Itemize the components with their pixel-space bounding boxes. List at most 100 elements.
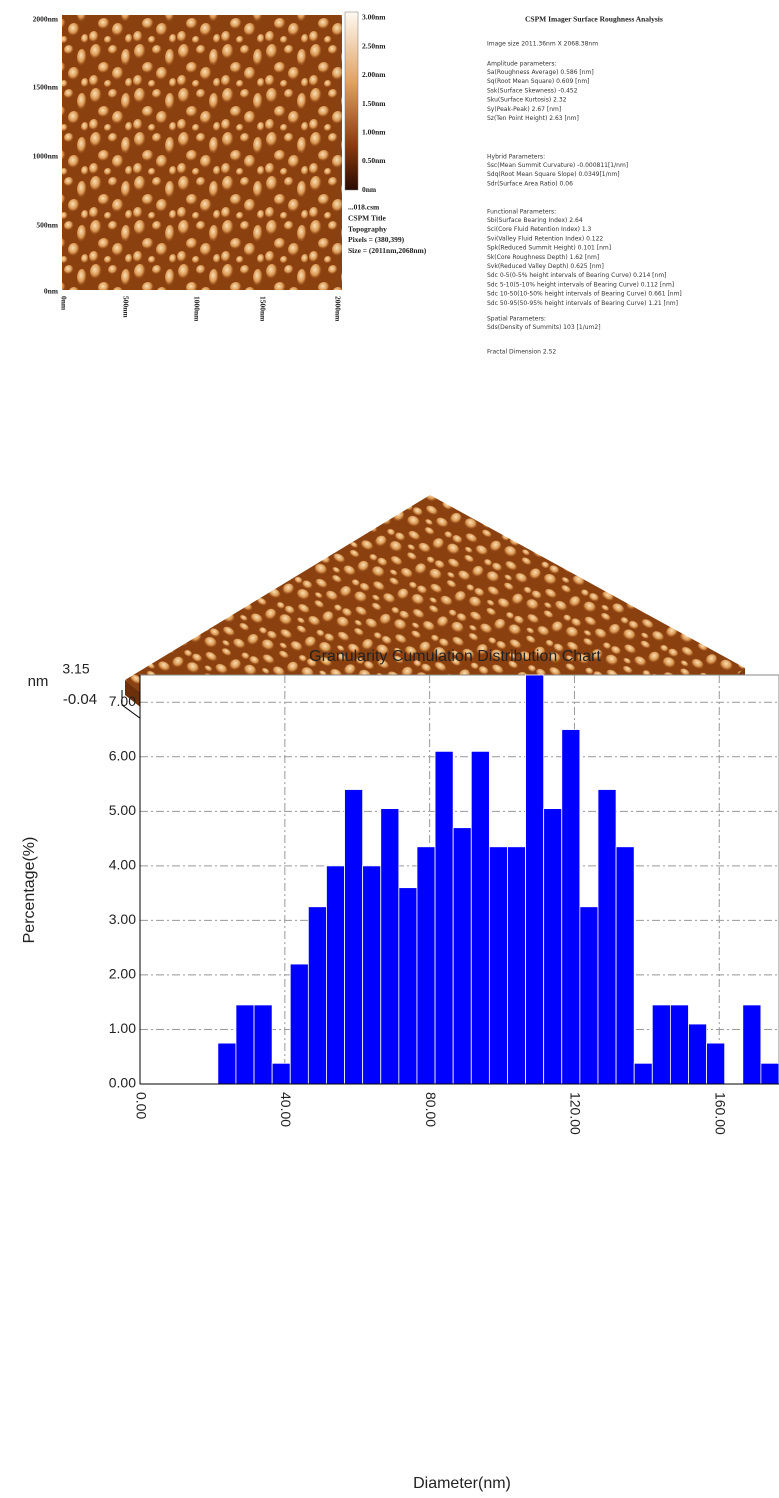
- x-axis-label: 0nm: [59, 296, 68, 311]
- colorbar-label: 2.00nm: [362, 70, 386, 79]
- parameter-line: Sq(Root Mean Square) 0.609 [nm]: [487, 78, 590, 85]
- colorbar-label: 1.50nm: [362, 99, 386, 108]
- colorbar-label: 1.00nm: [362, 128, 386, 137]
- image-info: CSPM Title: [348, 214, 387, 223]
- y-tick-label: 7.00: [109, 693, 136, 709]
- bar: [345, 790, 363, 1084]
- y-tick-label: 6.00: [109, 748, 136, 764]
- axis-3d-label: nm: [28, 673, 49, 690]
- x-axis-label: 1500nm: [258, 296, 267, 322]
- bar: [761, 1063, 779, 1084]
- parameter-line: Spk(Reduced Summit Height) 0.101 [nm]: [487, 245, 611, 252]
- y-tick-label: 3.00: [109, 911, 136, 927]
- axis-3d-label: -0.04: [63, 691, 97, 708]
- bar: [598, 790, 616, 1084]
- bar: [308, 907, 326, 1084]
- y-axis-label: 1500nm: [33, 83, 59, 92]
- parameter-line: Sdq(Root Mean Square Slope) 0.0349[1/nm]: [487, 171, 620, 178]
- parameter-line: Sdc 0-5(0-5% height intervals of Bearing…: [487, 272, 667, 279]
- x-tick-label: 120.00: [568, 1092, 584, 1135]
- bar: [471, 751, 489, 1084]
- bar: [236, 1005, 254, 1084]
- bar: [562, 730, 580, 1084]
- image-info: Size = (2011nm,2068nm): [348, 246, 427, 255]
- y-axis-label: 1000nm: [33, 152, 59, 161]
- y-axis-label: 0nm: [44, 287, 59, 296]
- x-axis-label: 1000nm: [192, 296, 201, 322]
- page: 2000nm1500nm1000nm500nm0nm0nm500nm1000nm…: [0, 0, 779, 1498]
- parameter-line: Sdc 50-95(50-95% height intervals of Bea…: [487, 300, 678, 307]
- bar: [218, 1043, 236, 1084]
- image-info: Topography: [348, 224, 387, 233]
- parameter-line: Sku(Surface Kurtosis) 2.32: [487, 97, 567, 104]
- parameter-line: Svi(Valley Fluid Retention Index) 0.122: [487, 235, 603, 242]
- chart-title: Granularity Cumulation Distribution Char…: [309, 648, 601, 665]
- image-info: ...018.csm: [348, 203, 380, 212]
- image-info: Pixels = (380,399): [348, 235, 405, 244]
- report-title: CSPM Imager Surface Roughness Analysis: [525, 15, 663, 24]
- y-tick-label: 2.00: [109, 966, 136, 982]
- parameter-line: Sz(Ten Point Height) 2.63 [nm]: [487, 115, 579, 122]
- bar: [707, 1043, 725, 1084]
- section-title: Amplitude parameters:: [487, 61, 556, 68]
- y-tick-label: 0.00: [109, 1075, 136, 1091]
- bar: [326, 866, 344, 1084]
- parameter-line: Sdc 5-10(5-10% height intervals of Beari…: [487, 281, 674, 288]
- y-tick-label: 1.00: [109, 1020, 136, 1036]
- image-size: Image size 2011.36nm X 2068.38nm: [487, 41, 598, 48]
- parameter-line: Ssk(Surface Skewness) -0.452: [487, 87, 578, 94]
- bar: [652, 1005, 670, 1084]
- bar: [507, 847, 525, 1084]
- bar: [435, 751, 453, 1084]
- parameter-line: Sa(Roughness Average) 0.586 [nm]: [487, 69, 594, 76]
- x-tick-label: 80.00: [423, 1092, 439, 1127]
- fractal-dimension: Fractal Dimension 2.52: [487, 349, 556, 356]
- afm-image: [62, 15, 342, 290]
- parameter-line: Sbi(Surface Bearing Index) 2.64: [487, 217, 583, 224]
- bar: [290, 964, 308, 1084]
- parameter-line: Sy(Peak-Peak) 2.67 [nm]: [487, 106, 561, 113]
- colorbar-label: 0nm: [362, 185, 377, 194]
- bar: [381, 809, 399, 1084]
- parameter-line: Sdr(Surface Area Ratio) 0.06: [487, 180, 573, 187]
- bar: [272, 1063, 290, 1084]
- bar: [254, 1005, 272, 1084]
- y-axis-title: Percentage(%): [21, 837, 38, 944]
- bar: [743, 1005, 761, 1084]
- bar: [489, 847, 507, 1084]
- bar: [688, 1024, 706, 1084]
- parameter-line: Sk(Core Roughness Depth) 1.62 [nm]: [487, 254, 599, 261]
- x-axis-title: Diameter(nm): [413, 1475, 511, 1492]
- bar: [580, 907, 598, 1084]
- bar: [417, 847, 435, 1084]
- y-tick-label: 5.00: [109, 802, 136, 818]
- y-axis-label: 500nm: [36, 221, 58, 230]
- y-axis-label: 2000nm: [33, 15, 59, 24]
- section-title: Spatial Parameters:: [487, 316, 546, 323]
- axis-3d-label: 3.15: [62, 661, 89, 677]
- x-axis-label: 2000nm: [333, 296, 342, 322]
- parameter-line: Sdc 10-50(10-50% height intervals of Bea…: [487, 291, 682, 298]
- section-title: Functional Parameters:: [487, 209, 556, 216]
- bar: [544, 809, 562, 1084]
- colorbar-label: 3.00nm: [362, 13, 386, 22]
- x-tick-label: 0.00: [133, 1092, 149, 1119]
- parameter-line: Sci(Core Fluid Retention Index) 1.3: [487, 226, 592, 233]
- bar: [399, 888, 417, 1084]
- bar: [670, 1005, 688, 1084]
- colorbar-label: 2.50nm: [362, 41, 386, 50]
- parameter-line: Sds(Density of Summits) 103 [1/um2]: [487, 324, 601, 331]
- parameter-line: Svk(Reduced Valley Depth) 0.625 [nm]: [487, 263, 604, 270]
- x-axis-label: 500nm: [121, 296, 130, 318]
- section-title: Hybrid Parameters:: [487, 154, 545, 161]
- bar: [453, 828, 471, 1084]
- colorbar-label: 0.50nm: [362, 156, 386, 165]
- x-tick-label: 160.00: [713, 1092, 729, 1135]
- bar: [363, 866, 381, 1084]
- bar: [634, 1063, 652, 1084]
- parameter-line: Ssc(Mean Summit Curvature) -0.000811[1/n…: [487, 162, 628, 169]
- colorbar: [345, 12, 358, 190]
- bar: [526, 675, 544, 1084]
